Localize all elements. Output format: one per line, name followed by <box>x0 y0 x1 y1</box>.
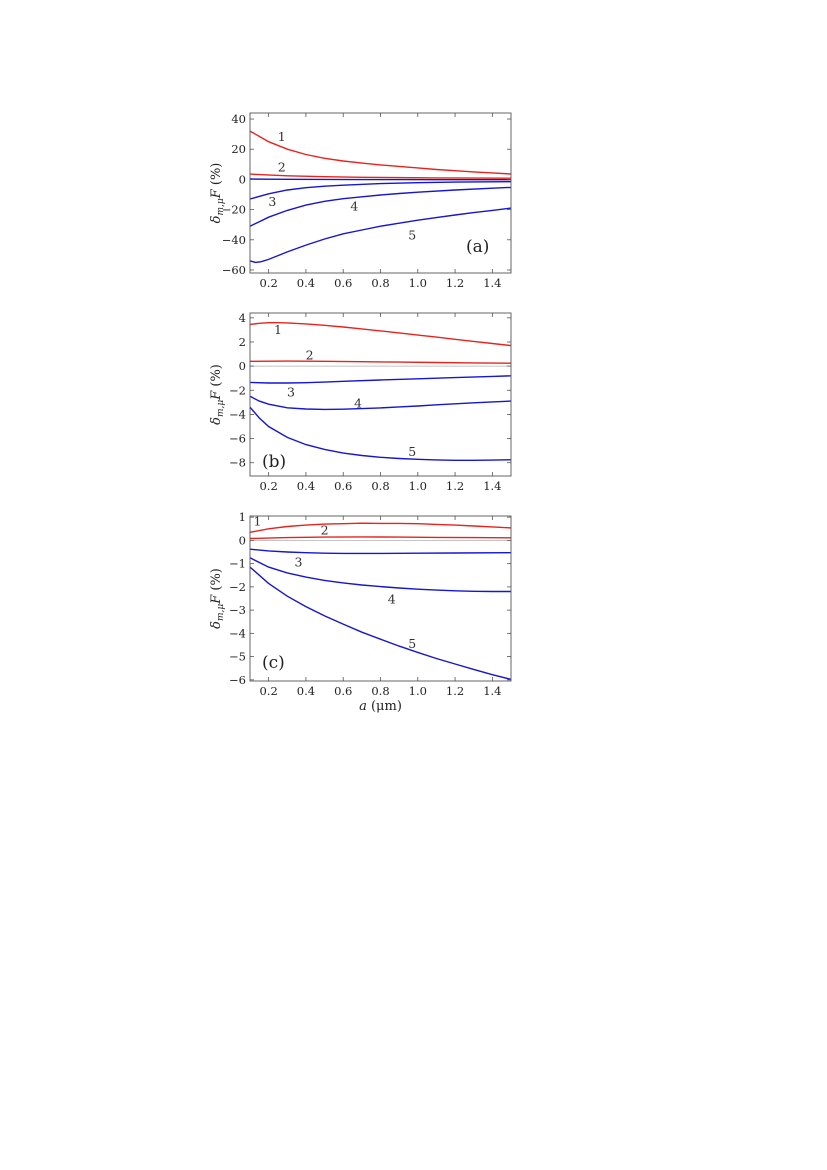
y-tick-label: −6 <box>229 432 246 446</box>
ylabel-sub: m,μ <box>216 198 226 215</box>
curve-label-3: 3 <box>294 554 302 569</box>
ylabel-base: δ <box>209 417 224 425</box>
x-tick-label: 0.8 <box>371 684 389 698</box>
curve-label-5: 5 <box>408 636 416 651</box>
curve-label-3: 3 <box>268 194 276 209</box>
series-line-1 <box>249 130 512 175</box>
x-tick-label: 0.6 <box>334 276 352 290</box>
y-tick-label: −6 <box>229 673 246 687</box>
x-tick-label: 0.2 <box>259 276 277 290</box>
curve-label-5: 5 <box>408 227 416 242</box>
y-tick-label: −5 <box>229 650 246 664</box>
y-axis-label: δm,μF (%) <box>209 163 226 224</box>
y-tick-label: 40 <box>231 112 246 126</box>
y-tick-label: −8 <box>229 456 246 470</box>
x-tick-label: 1.2 <box>446 479 464 493</box>
x-tick-label: 1.4 <box>483 479 501 493</box>
y-tick-label: 1 <box>239 510 246 524</box>
ylabel-sub: m,μ <box>216 400 226 417</box>
series-line-4 <box>249 395 512 411</box>
chart-panel-1: 0.2 0.4 0.6 0.8 1.0 1.2 1.4 −60 −40 −20 0 20 40 δm,μF… <box>209 112 512 290</box>
series-line-2 <box>249 360 512 364</box>
ylabel-main: F <box>209 594 224 605</box>
series-line-1 <box>249 322 512 347</box>
x-tick-label: 0.8 <box>371 276 389 290</box>
series-line-4 <box>249 186 512 227</box>
x-tick-label: 1.0 <box>409 684 427 698</box>
x-tick-label: 0.4 <box>297 684 315 698</box>
curve-label-1: 1 <box>274 322 282 337</box>
series-line-2 <box>249 173 512 179</box>
ylabel-sub: m,μ <box>216 604 226 621</box>
x-tick-label: 1.4 <box>483 276 501 290</box>
x-tick-label: 1.0 <box>409 479 427 493</box>
curve-label-3: 3 <box>287 385 295 400</box>
series-line-extra-2 <box>249 178 511 181</box>
ylabel-base: δ <box>209 621 224 629</box>
series-line-3 <box>249 375 512 384</box>
y-tick-label: −2 <box>229 383 246 397</box>
series-line-5 <box>249 566 512 681</box>
x-axis-label: a (μm) <box>359 699 402 714</box>
x-tick-label: 0.8 <box>371 479 389 493</box>
y-tick-label: 2 <box>239 335 246 349</box>
series-line-5 <box>249 406 512 461</box>
y-tick-label: −60 <box>222 263 246 277</box>
x-tick-label: 0.6 <box>334 479 352 493</box>
panel-label: (c) <box>262 653 285 673</box>
y-tick-label: −20 <box>222 203 246 217</box>
y-tick-label: −1 <box>229 557 246 571</box>
curve-label-4: 4 <box>350 199 358 214</box>
series-line-5 <box>249 207 512 264</box>
y-tick-label: −4 <box>229 626 246 640</box>
x-tick-label: 0.4 <box>297 276 315 290</box>
x-tick-label: 1.0 <box>409 276 427 290</box>
y-tick-label: 20 <box>231 142 246 156</box>
chart-panel-2: 0.2 0.4 0.6 0.8 1.0 1.2 1.4 −8 −6 −4 −2 0 2 4 δm,μF (%… <box>209 311 512 493</box>
x-tick-label: 1.4 <box>483 684 501 698</box>
x-tick-label: 0.4 <box>297 479 315 493</box>
y-tick-label: −40 <box>222 233 246 247</box>
ylabel-unit: (%) <box>209 364 224 391</box>
y-tick-label: −2 <box>229 580 246 594</box>
y-tick-label: 0 <box>239 172 246 186</box>
curve-label-2: 2 <box>306 347 314 362</box>
curve-label-2: 2 <box>278 159 286 174</box>
x-tick-label: 0.2 <box>259 479 277 493</box>
curve-label-4: 4 <box>388 592 396 607</box>
ylabel-main: F <box>209 188 224 199</box>
panel-label: (b) <box>262 452 286 472</box>
curve-label-1: 1 <box>278 129 286 144</box>
curve-label-1: 1 <box>253 513 261 528</box>
y-axis-label: δm,μF (%) <box>209 568 226 629</box>
x-tick-label: 0.2 <box>259 684 277 698</box>
series-line-3 <box>249 548 512 555</box>
chart-panel-3: 0.2 0.4 0.6 0.8 1.0 1.2 1.4−6−5−4−3−2−101δm,μF… <box>209 510 512 714</box>
panel-label: (a) <box>466 237 489 257</box>
y-tick-label: 4 <box>239 311 246 325</box>
curve-label-5: 5 <box>408 444 416 459</box>
ylabel-main: F <box>209 390 224 401</box>
ylabel-unit: (%) <box>209 163 224 190</box>
curve-label-2: 2 <box>321 523 329 538</box>
series-line-3 <box>249 181 512 200</box>
y-tick-label: −4 <box>229 407 246 421</box>
x-tick-label: 1.2 <box>446 684 464 698</box>
x-tick-label: 0.6 <box>334 684 352 698</box>
x-tick-label: 1.2 <box>446 276 464 290</box>
ylabel-unit: (%) <box>209 568 224 595</box>
ylabel-base: δ <box>209 215 224 223</box>
y-tick-label: −3 <box>229 603 246 617</box>
y-tick-label: 0 <box>239 359 246 373</box>
y-tick-label: 0 <box>239 533 246 547</box>
series-line-4 <box>249 557 511 593</box>
series-line-1 <box>249 522 512 533</box>
curve-label-4: 4 <box>354 396 362 411</box>
y-axis-label: δm,μF (%) <box>209 364 226 425</box>
series-line-2 <box>249 536 512 540</box>
